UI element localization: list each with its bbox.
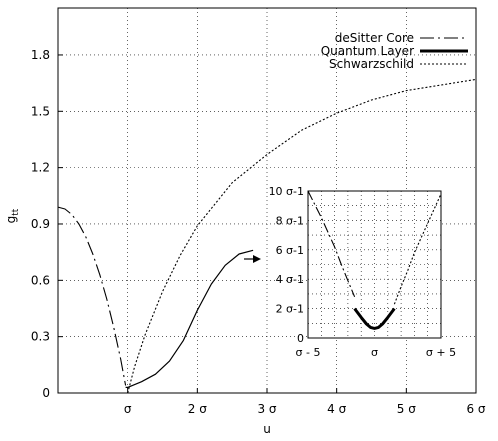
inset-x-tick-label: σ xyxy=(371,346,378,359)
main-ticks: σ 2 σ 3 σ 4 σ 5 σ 6 σ 0 0.3 0.6 0.9 1.2 1.5 1.8 xyxy=(31,48,486,416)
x-tick-label: 4 σ xyxy=(327,402,346,416)
x-tick-label: 6 σ xyxy=(466,402,485,416)
x-tick-label: σ xyxy=(124,402,132,416)
y-axis-label-sub: tt xyxy=(11,208,21,216)
inset-grid xyxy=(308,191,441,338)
inset-y-tick-label: 10 σ-1 xyxy=(269,185,304,198)
zoom-arrow-head xyxy=(253,255,261,263)
inset-x-tick-label: σ - 5 xyxy=(296,346,321,359)
x-tick-label: 3 σ xyxy=(257,402,276,416)
inset-x-tick-label: σ + 5 xyxy=(426,346,456,359)
inset-y-tick-label: 2 σ-1 xyxy=(276,303,304,316)
inset-ticks: σ - 5 σ σ + 5 0 2 σ-1 4 σ-1 6 σ-1 8 σ-1 10 σ-1 xyxy=(269,185,457,359)
y-tick-label: 1.2 xyxy=(31,161,50,175)
inset-series-1 xyxy=(353,307,396,330)
main-series xyxy=(57,78,477,394)
y-axis-label: gtt xyxy=(4,208,21,223)
inset-series-2 xyxy=(393,193,442,305)
legend-label-schwarzschild: Schwarzschild xyxy=(329,57,414,71)
main-series-2 xyxy=(127,78,477,394)
inset-y-tick-label: 4 σ-1 xyxy=(276,273,304,286)
inset-y-tick-label: 0 xyxy=(297,332,304,345)
inset-series-0 xyxy=(307,190,356,298)
x-tick-label: 5 σ xyxy=(397,402,416,416)
main-series-0 xyxy=(57,206,127,386)
y-tick-label: 0.9 xyxy=(31,217,50,231)
y-tick-label: 0 xyxy=(42,386,50,400)
y-tick-label: 0.6 xyxy=(31,273,50,287)
inset-series xyxy=(307,190,442,330)
y-axis-label-main: g xyxy=(4,216,18,224)
legend-label-quantum: Quantum Layer xyxy=(321,44,414,58)
legend: deSitter Core Quantum Layer Schwarzschil… xyxy=(321,31,468,71)
legend-label-desitter: deSitter Core xyxy=(335,31,414,45)
x-axis-label: u xyxy=(263,422,271,436)
y-tick-label: 1.8 xyxy=(31,48,50,62)
y-tick-label: 0.3 xyxy=(31,330,50,344)
x-tick-label: 2 σ xyxy=(188,402,207,416)
y-tick-label: 1.5 xyxy=(31,104,50,118)
inset-frame xyxy=(307,190,442,339)
inset-y-tick-label: 8 σ-1 xyxy=(276,214,304,227)
main-series-1 xyxy=(125,249,254,388)
inset-y-tick-label: 6 σ-1 xyxy=(276,244,304,257)
